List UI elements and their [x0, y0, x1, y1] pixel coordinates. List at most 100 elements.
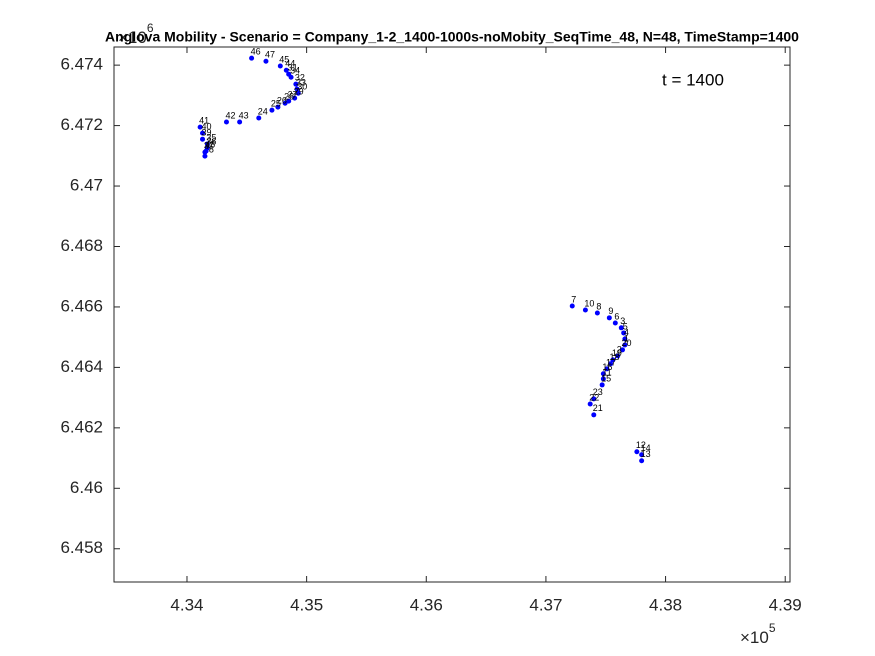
chart-title: Anglova Mobility - Scenario = Company_1-… [105, 29, 799, 45]
y-tick-label: 6.464 [60, 357, 103, 376]
point [622, 336, 628, 342]
x-multiplier-base: ×10 [740, 628, 769, 647]
point-label: 17 [606, 357, 616, 367]
point-label: 15 [601, 373, 611, 383]
point-label: 41 [199, 115, 209, 125]
point-label: 23 [593, 387, 603, 397]
point-label: 21 [593, 403, 603, 413]
point [639, 458, 645, 464]
y-tick-label: 6.47 [70, 176, 103, 195]
y-tick-label: 6.466 [60, 296, 103, 315]
annotation: t = 1400 [662, 70, 724, 89]
point [197, 124, 203, 130]
y-multiplier: ×106 [118, 21, 154, 47]
y-tick-label: 6.458 [60, 538, 103, 557]
point-label: 48 [205, 139, 215, 149]
point [591, 396, 597, 402]
point-label: 37 [204, 141, 214, 151]
y-tick-label: 6.462 [60, 417, 103, 436]
x-tick-label: 4.36 [410, 595, 443, 614]
point-label: 47 [265, 50, 275, 60]
point [591, 412, 597, 418]
point-label: 2 [617, 344, 622, 354]
y-tick-label: 6.46 [70, 478, 103, 497]
point [269, 107, 275, 113]
point [223, 119, 229, 125]
point-label: 34 [290, 66, 300, 76]
point [599, 382, 605, 388]
point [621, 330, 627, 336]
point [612, 320, 618, 326]
point-label: 12 [636, 440, 646, 450]
point-label: 7 [571, 294, 576, 304]
point [282, 100, 288, 106]
point [275, 104, 281, 110]
point-label: 8 [596, 301, 601, 311]
point-label: 14 [641, 443, 651, 453]
point [569, 303, 575, 309]
point-label: 36 [206, 136, 216, 146]
point-label: 20 [621, 338, 631, 348]
point [622, 342, 628, 348]
point [294, 86, 300, 92]
point-label: 40 [202, 122, 212, 132]
point-label: 24 [258, 106, 268, 116]
point-label: 19 [612, 348, 622, 358]
point [293, 81, 299, 87]
x-multiplier: ×105 [740, 621, 776, 647]
point [619, 347, 625, 353]
point [203, 148, 209, 154]
point [600, 371, 606, 377]
y-tick-label: 6.474 [60, 55, 103, 74]
point [263, 58, 269, 64]
point-label: 10 [584, 298, 594, 308]
point [202, 153, 208, 159]
y-multiplier-base: ×10 [118, 28, 147, 47]
point [249, 55, 255, 61]
point [594, 310, 600, 316]
x-tick-label: 4.37 [529, 595, 562, 614]
point-label: 13 [641, 449, 651, 459]
point-label: 18 [610, 352, 620, 362]
x-tick-label: 4.34 [170, 595, 203, 614]
point-label: 1 [624, 333, 629, 343]
point [608, 361, 614, 367]
point [600, 376, 606, 382]
point [237, 119, 243, 125]
point [610, 357, 616, 363]
point [277, 63, 283, 69]
point-label: 35 [206, 132, 216, 142]
point-label: 27 [288, 89, 298, 99]
y-multiplier-power: 6 [147, 21, 154, 35]
point [200, 130, 206, 136]
point [606, 315, 612, 321]
point [292, 95, 298, 101]
plot-area [113, 46, 791, 583]
point-label: 26 [277, 96, 287, 106]
point [639, 452, 645, 458]
point [288, 74, 294, 80]
point-label: 5 [623, 321, 628, 331]
point [256, 115, 262, 121]
x-tick-label: 4.38 [649, 595, 682, 614]
x-tick-label: 4.35 [290, 595, 323, 614]
point-label: 32 [295, 73, 305, 83]
point [634, 449, 640, 455]
point-label: 9 [608, 306, 613, 316]
point-label: 4 [624, 327, 629, 337]
point-label: 45 [279, 54, 289, 64]
point-label: 31 [288, 63, 298, 73]
point-label: 16 [602, 362, 612, 372]
point-label: 3 [620, 316, 625, 326]
point-label: 29 [294, 86, 304, 96]
point-label: 22 [589, 392, 599, 402]
point [200, 136, 206, 142]
point-label: 42 [225, 110, 235, 120]
point [295, 90, 301, 96]
point-label: 46 [251, 47, 261, 57]
point-label: 25 [271, 99, 281, 109]
point-label: 44 [285, 59, 295, 69]
point-label: 39 [202, 128, 212, 138]
x-tick-label: 4.39 [769, 595, 802, 614]
y-tick-label: 6.468 [60, 236, 103, 255]
